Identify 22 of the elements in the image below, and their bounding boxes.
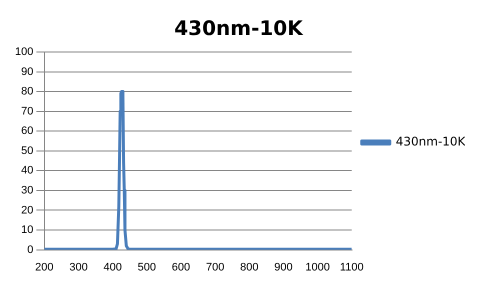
y-tick-label: 80: [21, 86, 34, 98]
x-tick-label: 800: [240, 261, 258, 274]
chart-title: 430nm-10K: [174, 16, 304, 40]
x-tick-label: 1000: [305, 261, 330, 274]
x-tick-label: 1100: [340, 261, 364, 274]
y-tick-label: 20: [21, 204, 34, 216]
x-tick-label: 400: [103, 261, 122, 274]
x-tick-label: 600: [172, 261, 190, 274]
x-tick-label: 700: [206, 261, 224, 274]
x-tick-label: 300: [69, 261, 88, 274]
y-tick-label: 90: [21, 66, 34, 78]
y-tick-label: 100: [14, 46, 34, 58]
y-tick-label: 10: [21, 224, 34, 236]
x-tick-label: 900: [274, 261, 293, 274]
y-tick-label: 30: [21, 184, 34, 196]
y-tick-label: 60: [21, 125, 34, 138]
y-tick-label: 0: [27, 244, 34, 256]
y-tick-label: 50: [21, 144, 34, 157]
x-tick-label: 200: [35, 261, 54, 274]
y-tick-label: 40: [21, 164, 34, 177]
x-tick-label: 500: [138, 261, 156, 274]
y-tick-label: 70: [21, 105, 34, 118]
